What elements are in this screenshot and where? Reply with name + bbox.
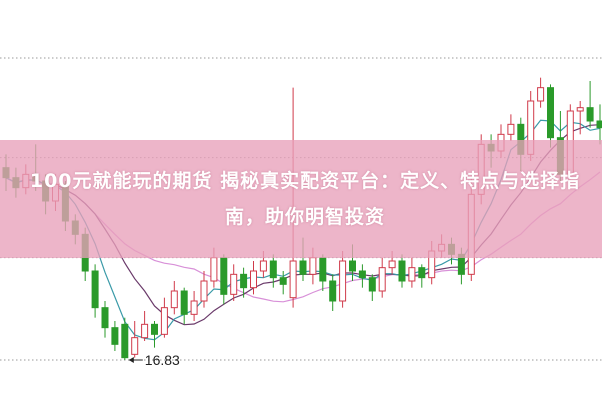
candle-body (339, 260, 347, 302)
candle-body (368, 277, 376, 292)
candle-body (200, 280, 208, 302)
candle-body (358, 270, 366, 279)
candle-body (230, 273, 238, 295)
candle-body (586, 107, 594, 122)
candle-body (180, 290, 188, 315)
low-price-label: 16.83 (145, 352, 180, 368)
candle-body (101, 307, 109, 329)
candle-body (141, 323, 149, 339)
candle-body (250, 270, 257, 289)
candle-body (289, 260, 297, 299)
candle-body (279, 277, 287, 285)
candle-body (151, 323, 158, 335)
candle-body (547, 87, 554, 139)
candle-body (269, 260, 277, 279)
candle-body (190, 300, 198, 315)
candle-body (418, 267, 426, 279)
candle-body (111, 327, 119, 345)
candle-body (299, 260, 307, 275)
candle-body (319, 257, 327, 282)
title-banner (0, 140, 602, 258)
candle-body (398, 260, 406, 282)
candle-body (349, 260, 356, 272)
candle-body (408, 267, 416, 282)
candle-body (259, 260, 267, 272)
candle-body (91, 270, 99, 309)
candle-body (329, 280, 337, 302)
candle-body (576, 107, 584, 112)
article-title: 100元就能玩的期货 揭秘真实配资平台：定义、特点与选择指南，助你明智投资 (29, 170, 581, 228)
candle-body (160, 307, 168, 335)
candle-body (170, 290, 178, 309)
candle-body (388, 260, 396, 269)
candle-body (596, 120, 602, 129)
candle-body (131, 337, 139, 355)
candle-body (121, 323, 129, 359)
candle-body (309, 257, 317, 275)
candle-body (378, 267, 386, 292)
candle-body (210, 257, 218, 282)
candle-body (537, 87, 545, 102)
low-arrow-head (128, 357, 134, 363)
candle-body (220, 257, 228, 295)
candle-body (507, 123, 515, 135)
candle-body (240, 273, 248, 289)
